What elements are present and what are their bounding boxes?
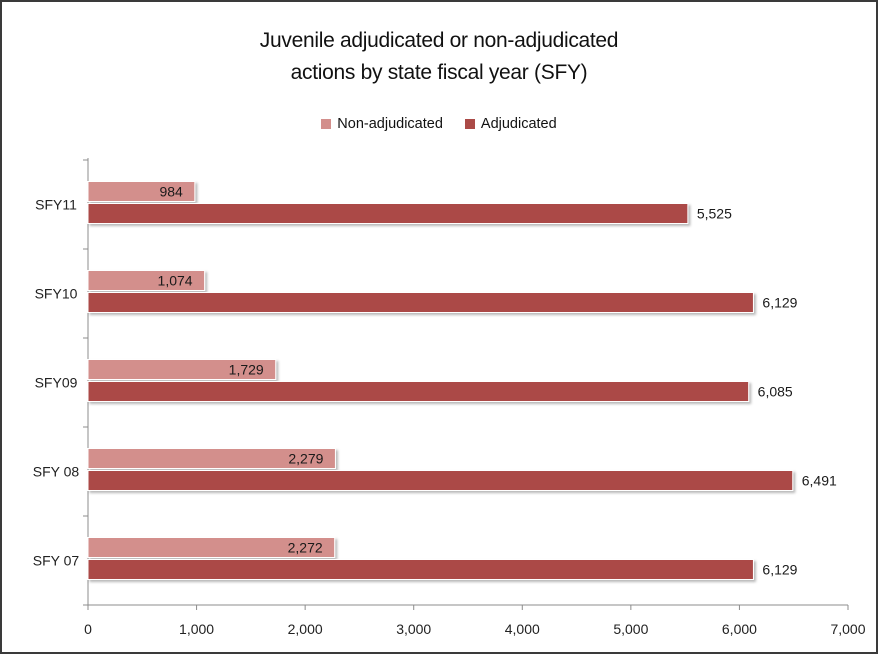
category-label: SFY09 bbox=[35, 375, 78, 391]
chart-title-line-2: actions by state fiscal year (SFY) bbox=[290, 61, 588, 84]
data-label-adjudicated: 6,085 bbox=[758, 384, 793, 400]
bar-non-adjudicated bbox=[87, 537, 336, 558]
bar-adjudicated bbox=[87, 203, 689, 224]
category-label: SFY 08 bbox=[33, 464, 80, 480]
bar-adjudicated bbox=[87, 470, 794, 491]
x-tick-label: 3,000 bbox=[396, 621, 431, 637]
x-tick-label: 2,000 bbox=[288, 621, 323, 637]
data-label-non-adjudicated: 1,729 bbox=[229, 362, 264, 378]
data-label-adjudicated: 6,129 bbox=[762, 295, 797, 311]
legend-swatch-adjudicated bbox=[464, 119, 475, 129]
data-label-adjudicated: 5,525 bbox=[697, 206, 732, 222]
x-tick-label: 6,000 bbox=[722, 621, 757, 637]
bar-adjudicated bbox=[87, 292, 754, 313]
x-tick-label: 4,000 bbox=[505, 621, 540, 637]
x-tick-label: 5,000 bbox=[613, 621, 648, 637]
legend-label-non-adjudicated: Non-adjudicated bbox=[337, 116, 443, 132]
bar-non-adjudicated bbox=[87, 448, 336, 469]
bar-non-adjudicated bbox=[87, 270, 206, 291]
data-label-adjudicated: 6,129 bbox=[762, 562, 797, 578]
bar-non-adjudicated bbox=[87, 359, 277, 380]
legend-label-adjudicated: Adjudicated bbox=[480, 116, 557, 132]
x-tick-label: 0 bbox=[84, 621, 92, 637]
x-tick-label: 7,000 bbox=[830, 621, 865, 637]
data-label-non-adjudicated: 984 bbox=[159, 184, 183, 200]
data-label-adjudicated: 6,491 bbox=[802, 473, 837, 489]
legend-swatch-non-adjudicated bbox=[321, 119, 332, 129]
chart-title-line-1: Juvenile adjudicated or non-adjudicated bbox=[259, 29, 619, 52]
data-label-non-adjudicated: 2,272 bbox=[288, 540, 323, 556]
x-tick-label: 1,000 bbox=[179, 621, 214, 637]
category-label: SFY10 bbox=[35, 286, 78, 302]
category-label: SFY 07 bbox=[33, 553, 80, 569]
legend-item-adjudicated: Adjudicated bbox=[464, 116, 557, 132]
chart-legend: Non-adjudicated Adjudicated bbox=[2, 116, 876, 132]
category-label: SFY11 bbox=[35, 197, 77, 213]
data-label-non-adjudicated: 2,279 bbox=[288, 451, 323, 467]
bar-non-adjudicated bbox=[87, 181, 196, 202]
legend-item-non-adjudicated: Non-adjudicated bbox=[321, 116, 443, 132]
bar-adjudicated bbox=[87, 381, 750, 402]
bar-adjudicated bbox=[87, 559, 754, 580]
data-label-non-adjudicated: 1,074 bbox=[158, 273, 193, 289]
